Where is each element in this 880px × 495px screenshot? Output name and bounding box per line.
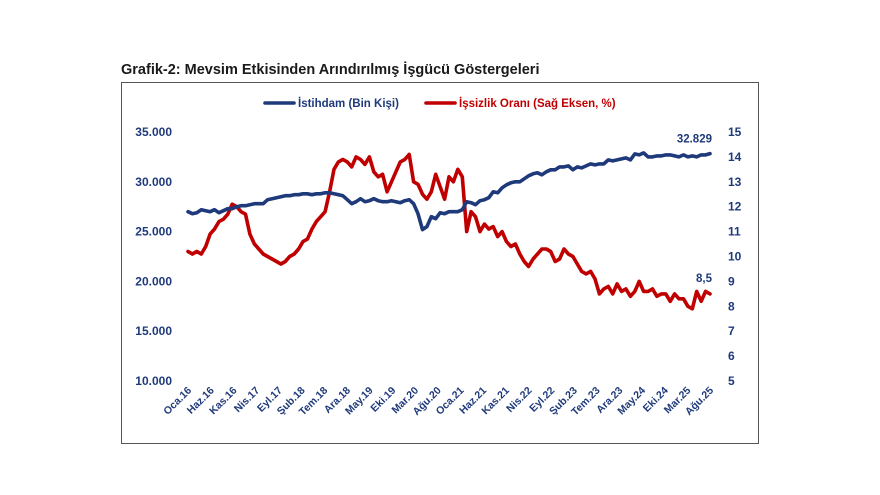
y-right-tick-label: 11 (728, 225, 741, 239)
y-right-tick-label: 5 (728, 374, 735, 388)
legend-unemployment-label: İşsizlik Oranı (Sağ Eksen, %) (459, 97, 616, 110)
unemployment-series-line (186, 152, 712, 311)
y-right-tick-label: 14 (728, 150, 742, 164)
y-right-tick-label: 13 (728, 175, 742, 189)
y-right-tick-label: 7 (728, 324, 735, 338)
x-tick-label: Nis.17 (232, 385, 262, 415)
y-left-tick-label: 30.000 (135, 175, 172, 189)
y-right-tick-label: 9 (728, 274, 735, 288)
y-left-tick-label: 10.000 (135, 374, 172, 388)
chart-frame: 10.000 15.000 20.000 25.000 30.000 35.000 5 6 7 8… (121, 82, 759, 444)
y-left-tick-label: 25.000 (135, 225, 172, 239)
legend-employment-label: İstihdam (Bin Kişi) (298, 97, 399, 110)
y-left-tick-label: 35.000 (135, 125, 172, 139)
employment-last-value-label: 32.829 (677, 134, 712, 146)
y-right-tick-label: 8 (728, 299, 735, 313)
x-tick-label: Nis.22 (504, 385, 534, 415)
y-left-tick-label: 20.000 (135, 274, 172, 288)
y-right-tick-label: 15 (728, 125, 742, 139)
y-right-tick-label: 6 (728, 349, 735, 363)
employment-series-line (186, 151, 712, 232)
chart-title: Grafik-2: Mevsim Etkisinden Arındırılmış… (121, 62, 540, 78)
y-left-tick-label: 15.000 (135, 324, 172, 338)
y-right-tick-label: 12 (728, 200, 742, 214)
unemployment-last-value-label: 8,5 (696, 273, 713, 285)
y-right-tick-label: 10 (728, 250, 742, 264)
line-chart: 10.000 15.000 20.000 25.000 30.000 35.000 5 6 7 8… (135, 97, 742, 418)
